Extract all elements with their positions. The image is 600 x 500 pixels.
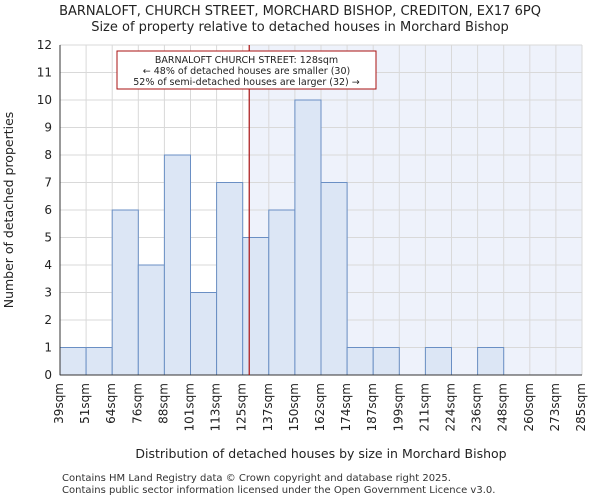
y-axis-label: Number of detached properties — [1, 112, 16, 309]
bar-113sqm — [216, 182, 244, 376]
chart-subtitle: Size of property relative to detached ho… — [91, 20, 509, 35]
bar-137sqm — [268, 209, 296, 376]
x-tick-64sqm: 64sqm — [104, 383, 118, 424]
x-tick-113sqm: 113sqm — [209, 383, 223, 431]
x-tick-273sqm: 273sqm — [548, 383, 562, 431]
y-tick-5: 5 — [44, 231, 52, 245]
bar-211sqm — [424, 347, 452, 376]
bars — [59, 45, 582, 376]
x-tick-174sqm: 174sqm — [339, 383, 353, 431]
y-tick-1: 1 — [44, 341, 52, 355]
x-tick-224sqm: 224sqm — [444, 383, 458, 431]
x-axis-label: Distribution of detached houses by size … — [135, 446, 506, 461]
x-tick-285sqm: 285sqm — [574, 383, 588, 431]
bar-150sqm — [294, 99, 322, 376]
annotation-box — [116, 50, 377, 90]
x-tick-150sqm: 150sqm — [287, 383, 301, 431]
y-tick-7: 7 — [44, 176, 52, 190]
bar-101sqm — [190, 292, 218, 376]
footer-licence: Contains public sector information licen… — [62, 485, 496, 496]
y-tick-8: 8 — [44, 148, 52, 162]
bar-187sqm — [372, 347, 400, 376]
bar-88sqm — [163, 154, 191, 376]
x-tick-101sqm: 101sqm — [183, 383, 197, 431]
annotation-line-2: ← 48% of detached houses are smaller (30… — [143, 66, 350, 77]
x-tick-260sqm: 260sqm — [522, 383, 536, 431]
bar-76sqm — [137, 264, 165, 376]
bar-64sqm — [111, 209, 139, 376]
x-tick-51sqm: 51sqm — [78, 383, 92, 424]
y-tick-10: 10 — [37, 93, 52, 107]
x-tick-211sqm: 211sqm — [417, 383, 431, 431]
x-tick-236sqm: 236sqm — [470, 383, 484, 431]
y-tick-9: 9 — [44, 121, 52, 135]
y-tick-11: 11 — [37, 66, 52, 80]
x-tick-125sqm: 125sqm — [235, 383, 249, 431]
bar-39sqm — [59, 347, 87, 376]
y-tick-12: 12 — [37, 38, 52, 52]
x-axis-ticks: 39sqm 51sqm 64sqm 76sqm 88sqm 101sqm 113sqm 125… — [52, 383, 588, 431]
x-tick-76sqm: 76sqm — [130, 383, 144, 424]
x-tick-162sqm: 162sqm — [313, 383, 327, 431]
x-tick-248sqm: 248sqm — [496, 383, 510, 431]
x-tick-137sqm: 137sqm — [261, 383, 275, 431]
x-tick-187sqm: 187sqm — [365, 383, 379, 431]
y-tick-2: 2 — [44, 313, 52, 327]
annotation-line-3: 52% of semi-detached houses are larger (… — [133, 77, 360, 88]
x-tick-88sqm: 88sqm — [156, 383, 170, 424]
y-tick-3: 3 — [44, 286, 52, 300]
bar-236sqm — [477, 347, 505, 376]
bar-174sqm — [346, 347, 374, 376]
bar-125sqm — [242, 237, 270, 376]
annotation-line-1: BARNALOFT CHURCH STREET: 128sqm — [155, 55, 338, 66]
x-tick-39sqm: 39sqm — [52, 383, 66, 424]
bar-51sqm — [85, 347, 113, 376]
y-tick-4: 4 — [44, 258, 52, 272]
bar-162sqm — [320, 182, 348, 376]
footer-copyright: Contains HM Land Registry data © Crown c… — [62, 473, 451, 484]
x-tick-199sqm: 199sqm — [391, 383, 405, 431]
chart-title: BARNALOFT, CHURCH STREET, MORCHARD BISHO… — [59, 4, 541, 19]
y-tick-0: 0 — [44, 368, 52, 382]
y-tick-6: 6 — [44, 203, 52, 217]
